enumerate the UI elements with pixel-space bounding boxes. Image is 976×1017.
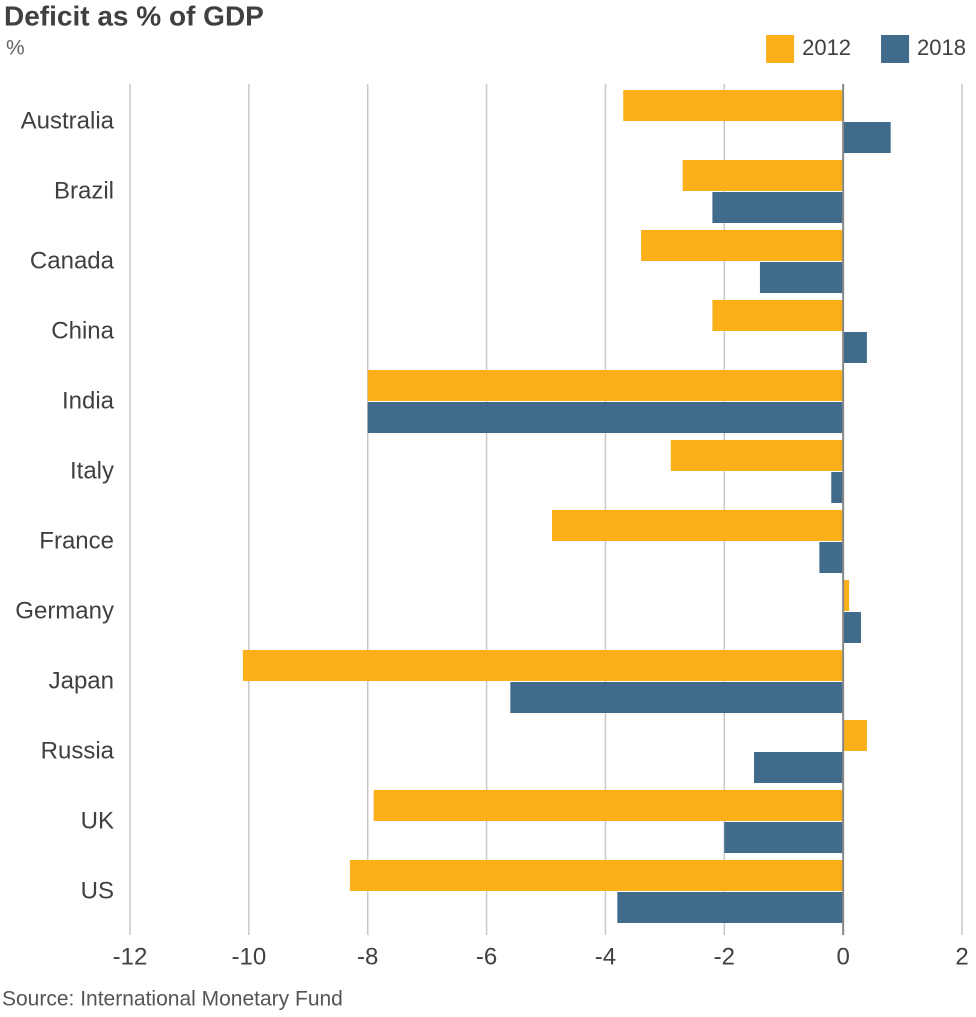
x-tick-label: -12	[113, 943, 148, 970]
x-tick-label: -6	[476, 943, 497, 970]
bar	[712, 192, 844, 223]
bar	[551, 510, 844, 541]
x-tick-label: -2	[714, 943, 735, 970]
bar	[759, 262, 844, 293]
legend-label: 2018	[917, 35, 966, 60]
legend-swatch	[766, 35, 795, 63]
bar	[682, 160, 844, 191]
bar	[373, 790, 844, 821]
bar	[843, 332, 867, 363]
x-tick-label: -8	[357, 943, 378, 970]
bar	[510, 682, 844, 713]
chart-title: Deficit as % of GDP	[4, 0, 264, 31]
y-tick-label: Brazil	[54, 177, 114, 204]
bar	[843, 122, 891, 153]
y-tick-label: Germany	[15, 597, 114, 624]
y-tick-label: Australia	[21, 107, 115, 134]
bar	[349, 860, 844, 891]
bar	[712, 300, 844, 331]
y-tick-label: Canada	[30, 247, 115, 274]
y-tick-label: UK	[81, 807, 114, 834]
bar	[831, 472, 844, 503]
bar	[623, 90, 844, 121]
bar	[367, 370, 844, 401]
bar	[641, 230, 844, 261]
x-tick-label: -4	[595, 943, 616, 970]
bar	[754, 752, 844, 783]
y-tick-label: India	[62, 387, 115, 414]
y-tick-label: France	[39, 527, 114, 554]
y-tick-label: Russia	[41, 737, 115, 764]
bar	[367, 402, 844, 433]
legend-swatch	[881, 35, 910, 63]
bar	[242, 650, 844, 681]
bar	[843, 612, 861, 643]
x-tick-label: 2	[955, 943, 968, 970]
y-tick-label: Japan	[49, 667, 114, 694]
bar	[843, 720, 867, 751]
x-tick-label: -10	[232, 943, 267, 970]
chart-subtitle: %	[6, 37, 25, 60]
bar	[819, 542, 844, 573]
bar	[617, 892, 844, 923]
legend-label: 2012	[802, 35, 851, 60]
y-tick-label: China	[51, 317, 114, 344]
bar	[724, 822, 844, 853]
y-tick-label: US	[81, 877, 114, 904]
bar	[670, 440, 844, 471]
source: Source: International Monetary Fund	[2, 988, 343, 1011]
y-tick-label: Italy	[70, 457, 114, 484]
bar	[843, 580, 850, 611]
x-tick-label: 0	[836, 943, 849, 970]
